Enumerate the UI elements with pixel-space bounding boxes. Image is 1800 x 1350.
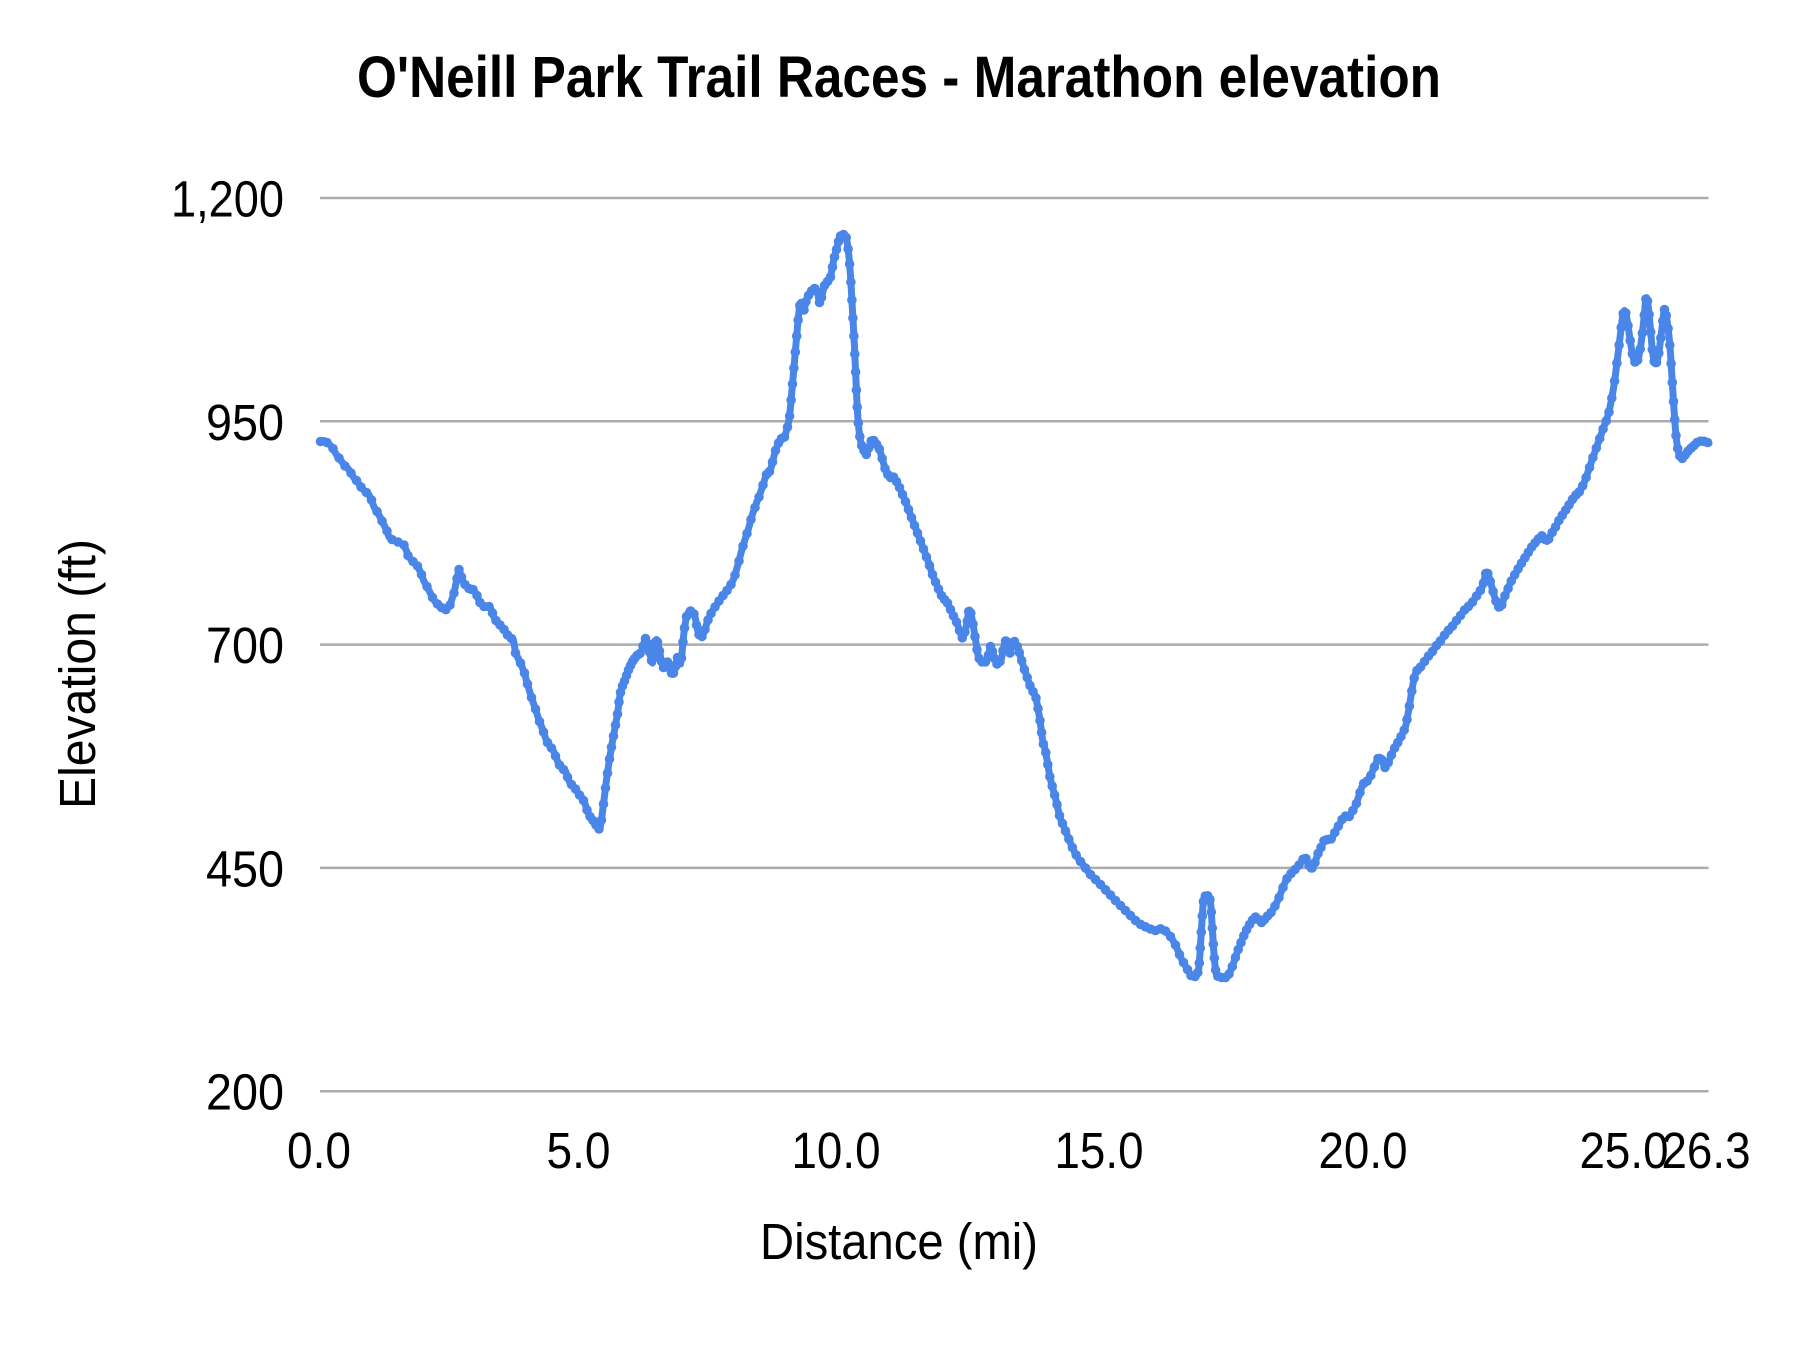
svg-text:450: 450 xyxy=(206,840,284,897)
svg-text:1,200: 1,200 xyxy=(171,171,284,228)
svg-text:26.3: 26.3 xyxy=(1662,1122,1751,1179)
svg-text:15.0: 15.0 xyxy=(1055,1122,1144,1179)
svg-text:200: 200 xyxy=(206,1064,284,1121)
svg-text:5.0: 5.0 xyxy=(547,1122,611,1179)
svg-text:Elevation (ft): Elevation (ft) xyxy=(49,539,106,809)
svg-text:10.0: 10.0 xyxy=(792,1122,881,1179)
svg-text:950: 950 xyxy=(206,394,284,451)
svg-text:O'Neill Park Trail Races - Mar: O'Neill Park Trail Races - Marathon elev… xyxy=(357,45,1441,110)
svg-text:700: 700 xyxy=(206,617,284,674)
svg-text:0.0: 0.0 xyxy=(287,1122,351,1179)
svg-text:25.0: 25.0 xyxy=(1580,1122,1669,1179)
svg-text:Distance (mi): Distance (mi) xyxy=(760,1213,1038,1270)
svg-text:20.0: 20.0 xyxy=(1319,1122,1408,1179)
